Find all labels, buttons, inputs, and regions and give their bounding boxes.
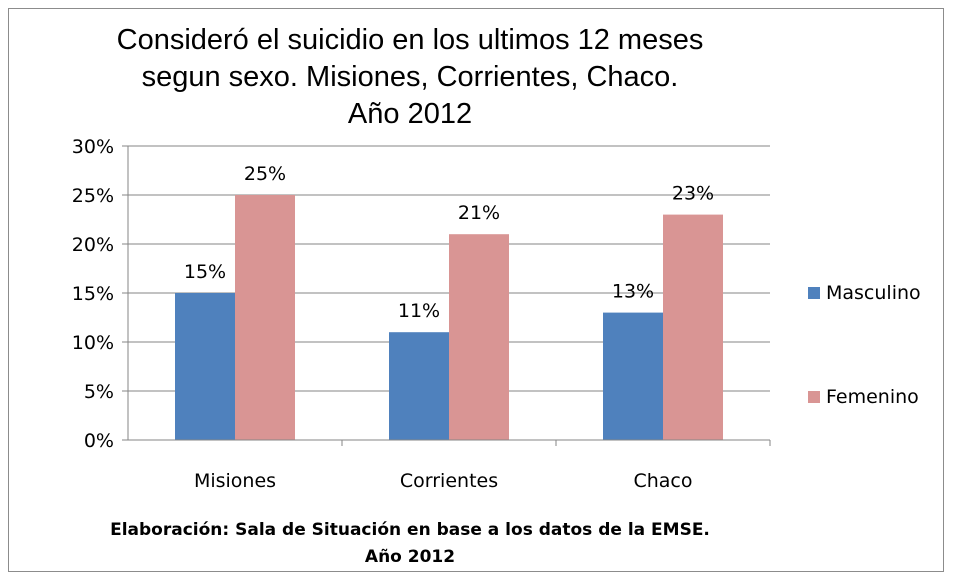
y-tick-label: 25%	[72, 185, 114, 207]
data-label: 25%	[244, 163, 286, 185]
legend: Masculino Femenino	[808, 282, 921, 408]
y-tick-label: 20%	[72, 234, 114, 256]
chart-title: Consideró el suicidio en los ultimos 12 …	[90, 22, 730, 133]
legend-label-masculino: Masculino	[826, 282, 921, 304]
data-label: 15%	[184, 261, 226, 283]
data-label: 23%	[672, 183, 714, 205]
y-tick-label: 30%	[72, 136, 114, 158]
bar-masculino	[603, 312, 663, 440]
bar-femenino	[663, 214, 723, 440]
bar-masculino	[175, 293, 235, 440]
x-category-label: Corrientes	[400, 470, 498, 492]
bar-femenino	[235, 195, 295, 440]
chart-caption: Elaboración: Sala de Situación en base a…	[90, 517, 730, 571]
x-category-label: Chaco	[633, 470, 692, 492]
y-axis-ticks: 0% 5% 10% 15% 20% 25% 30%	[72, 136, 114, 452]
chart-title-line-3: Año 2012	[347, 98, 473, 130]
y-tick-label: 15%	[72, 283, 114, 305]
x-category-label: Misiones	[194, 470, 276, 492]
data-label: 11%	[398, 300, 440, 322]
legend-swatch-masculino	[808, 287, 820, 299]
axes	[122, 145, 771, 446]
data-label: 13%	[612, 281, 654, 303]
legend-label-femenino: Femenino	[826, 386, 919, 408]
x-axis-categories: Misiones Corrientes Chaco	[194, 470, 693, 492]
caption-line-2: Año 2012	[364, 547, 456, 567]
bar-femenino	[449, 234, 509, 440]
y-tick-label: 0%	[84, 430, 114, 452]
bars	[175, 195, 723, 440]
bar-masculino	[389, 332, 449, 440]
data-label: 21%	[458, 202, 500, 224]
caption-line-1: Elaboración: Sala de Situación en base a…	[110, 520, 710, 540]
chart-title-line-2: segun sexo. Misiones, Corrientes, Chaco.	[141, 61, 679, 93]
chart-title-line-1: Consideró el suicidio en los ultimos 12 …	[116, 24, 704, 56]
y-tick-label: 10%	[72, 332, 114, 354]
y-tick-label: 5%	[84, 381, 114, 403]
legend-swatch-femenino	[808, 391, 820, 403]
data-labels: 15% 25% 11% 21% 13% 23%	[184, 163, 714, 322]
